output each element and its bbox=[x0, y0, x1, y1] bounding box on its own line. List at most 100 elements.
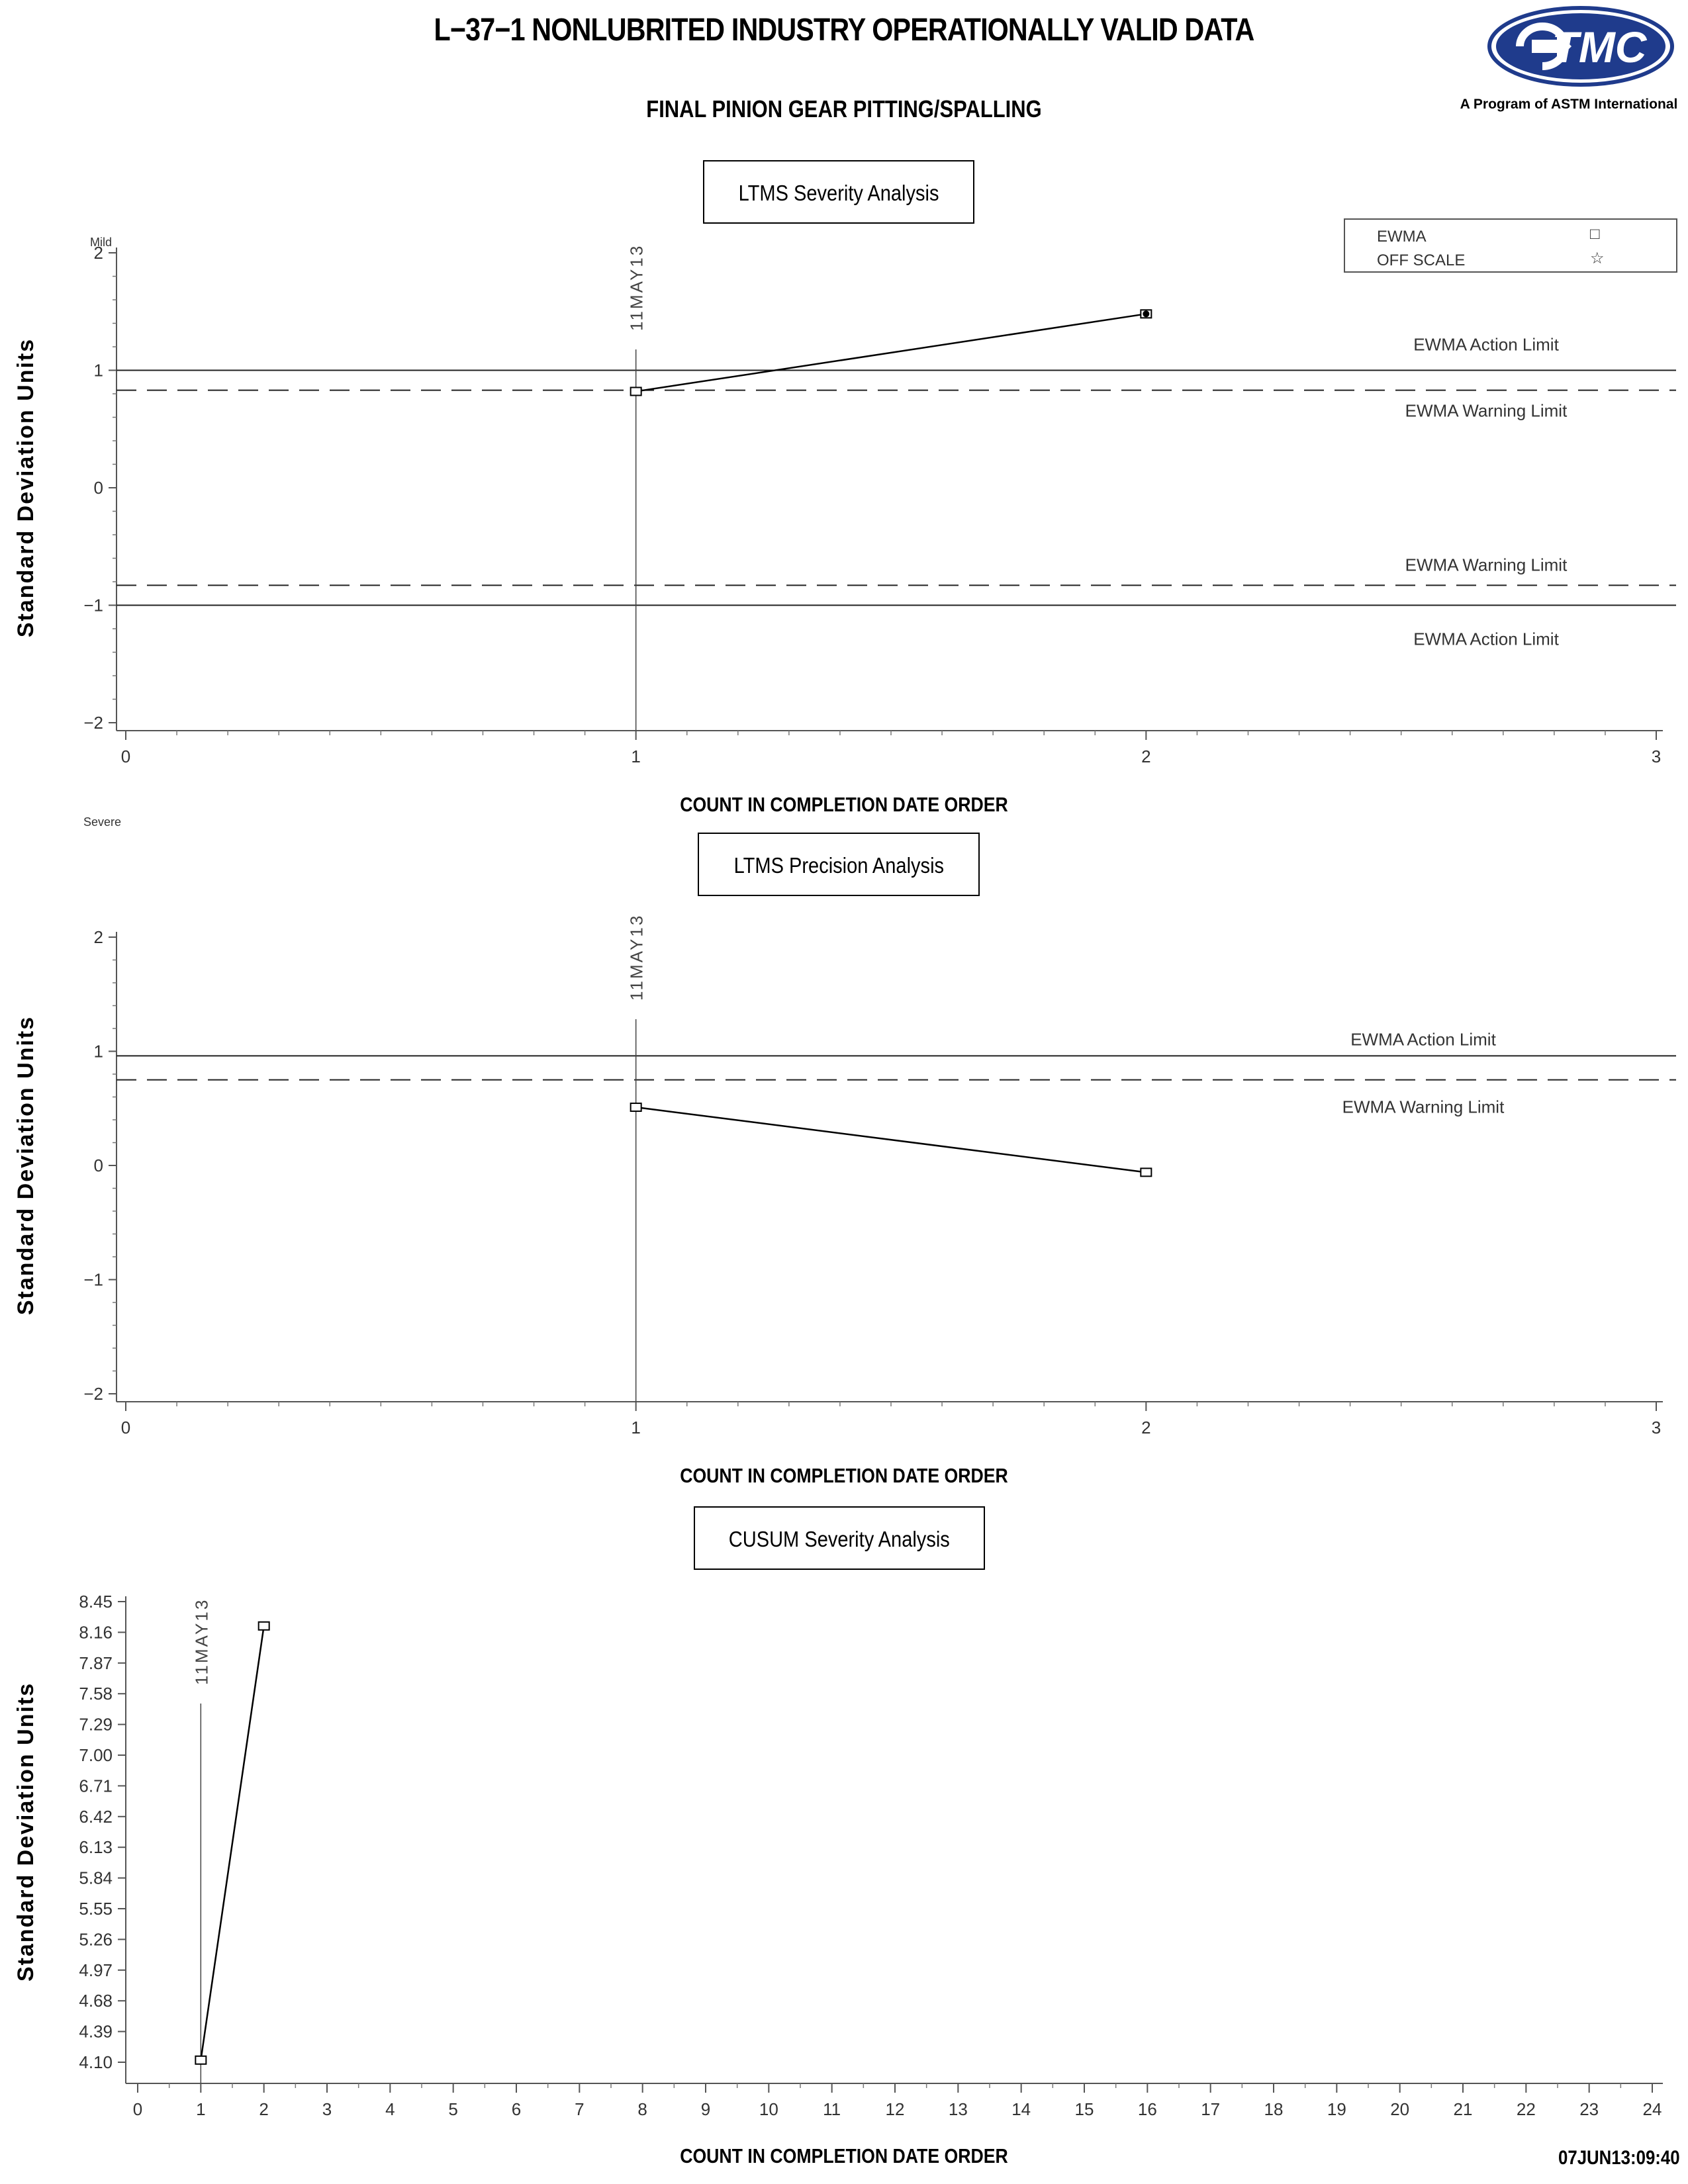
legend-label-offscale: OFF SCALE bbox=[1377, 251, 1466, 269]
y-tick-label: 8.45 bbox=[79, 1592, 113, 1612]
x-tick-label: 2 bbox=[1141, 1418, 1150, 1437]
x-tick-label: 8 bbox=[637, 2099, 647, 2119]
y-tick-label: 7.29 bbox=[79, 1715, 113, 1735]
y-tick-label: 6.13 bbox=[79, 1837, 113, 1857]
y-tick-label: 2 bbox=[94, 243, 103, 263]
y-tick-label: 5.26 bbox=[79, 1929, 113, 1949]
y-tick-label: 6.71 bbox=[79, 1776, 113, 1796]
reference-line-label: EWMA Warning Limit bbox=[1405, 555, 1568, 574]
x-tick-label: 10 bbox=[759, 2099, 778, 2119]
y-tick-label: 6.42 bbox=[79, 1807, 113, 1827]
mild-label: Mild bbox=[90, 236, 113, 249]
y-tick-label: 4.10 bbox=[79, 2052, 113, 2072]
y-tick-label: 0 bbox=[94, 1156, 103, 1175]
data-point bbox=[630, 387, 642, 396]
chart-1: 2 1 0 −1 −2 0 1 2 3 COUNT IN COMPLETION DATE ORDE… bbox=[13, 243, 1676, 817]
x-tick-label: 3 bbox=[1652, 1418, 1661, 1437]
y-tick-label: 1 bbox=[94, 361, 103, 381]
y-tick-label: 7.00 bbox=[79, 1745, 113, 1765]
reference-line-label: EWMA Action Limit bbox=[1413, 335, 1559, 355]
data-point bbox=[630, 1103, 642, 1113]
x-axis-label: COUNT IN COMPLETION DATE ORDER bbox=[680, 1465, 1008, 1487]
chart-2: 2 1 0 −1 −2 0 1 2 3 COUNT IN COMPLETION DATE ORDE… bbox=[13, 914, 1676, 1488]
x-axis-label: COUNT IN COMPLETION DATE ORDER bbox=[680, 794, 1008, 816]
y-tick-label: 2 bbox=[94, 927, 103, 947]
x-tick-label: 7 bbox=[575, 2099, 584, 2119]
x-tick-label: 24 bbox=[1643, 2099, 1662, 2119]
x-tick-label: 0 bbox=[133, 2099, 142, 2119]
y-tick-label: 8.16 bbox=[79, 1622, 113, 1642]
x-tick-label: 1 bbox=[631, 747, 640, 766]
series-line bbox=[635, 1106, 1147, 1173]
reference-line-label: EWMA Action Limit bbox=[1350, 1029, 1496, 1049]
y-tick-label: 4.39 bbox=[79, 2022, 113, 2042]
chart-title-ltms-severity: LTMS Severity Analysis bbox=[703, 160, 974, 224]
x-tick-label: 22 bbox=[1517, 2099, 1536, 2119]
data-point-fill bbox=[1143, 310, 1150, 318]
x-tick-label: 18 bbox=[1264, 2099, 1284, 2119]
legend-label-ewma: EWMA bbox=[1377, 228, 1427, 246]
data-point bbox=[1140, 1167, 1152, 1177]
x-tick-label: 14 bbox=[1011, 2099, 1031, 2119]
x-tick-label: 13 bbox=[949, 2099, 968, 2119]
x-tick-label: 17 bbox=[1201, 2099, 1220, 2119]
x-tick-label: 21 bbox=[1454, 2099, 1473, 2119]
x-tick-label: 5 bbox=[448, 2099, 457, 2119]
y-tick-label: 4.68 bbox=[79, 1991, 113, 2011]
reference-line-label: EWMA Warning Limit bbox=[1342, 1097, 1505, 1117]
data-point bbox=[258, 1621, 270, 1631]
timestamp: 07JUN13:09:40 bbox=[1558, 2147, 1680, 2169]
y-axis-label: Standard Deviation Units bbox=[13, 1016, 38, 1315]
x-tick-label: 0 bbox=[121, 1418, 130, 1437]
legend-square-icon: □ bbox=[1590, 225, 1600, 243]
severe-label: Severe bbox=[83, 815, 122, 829]
x-tick-label: 23 bbox=[1579, 2099, 1599, 2119]
x-tick-label: 6 bbox=[512, 2099, 521, 2119]
y-tick-label: −1 bbox=[83, 596, 103, 615]
x-tick-label: 3 bbox=[1652, 747, 1661, 766]
page-subtitle: FINAL PINION GEAR PITTING/SPALLING bbox=[646, 95, 1042, 122]
chart-3: 8.45 8.16 7.87 7.58 7.29 7.00 6.71 6.42 6.13 5.84… bbox=[13, 1592, 1663, 2168]
y-tick-label: 7.58 bbox=[79, 1684, 113, 1704]
y-tick-label: −1 bbox=[83, 1270, 103, 1290]
x-tick-label: 16 bbox=[1138, 2099, 1157, 2119]
x-tick-label: 4 bbox=[385, 2099, 395, 2119]
legend: EWMA □ OFF SCALE ☆ bbox=[1344, 218, 1677, 273]
y-tick-label: 5.55 bbox=[79, 1899, 113, 1919]
y-tick-label: −2 bbox=[83, 713, 103, 733]
y-axis-label: Standard Deviation Units bbox=[13, 338, 38, 637]
legend-star-icon: ☆ bbox=[1590, 250, 1605, 267]
x-tick-label: 0 bbox=[121, 747, 130, 766]
x-tick-label: 15 bbox=[1075, 2099, 1094, 2119]
x-tick-label: 19 bbox=[1327, 2099, 1346, 2119]
annotation-label: 11MAY13 bbox=[627, 244, 647, 331]
y-axis-label: Standard Deviation Units bbox=[13, 1682, 38, 1981]
data-point bbox=[195, 2055, 207, 2065]
page-title: L−37−1 NONLUBRITED INDUSTRY OPERATIONALL… bbox=[434, 13, 1255, 48]
y-tick-label: 0 bbox=[94, 478, 103, 498]
logo-text: TMC bbox=[1552, 23, 1648, 71]
logo-caption: A Program of ASTM International bbox=[1460, 97, 1678, 112]
x-tick-label: 3 bbox=[322, 2099, 332, 2119]
series-line bbox=[200, 1625, 265, 2060]
x-tick-label: 9 bbox=[701, 2099, 710, 2119]
y-tick-label: 7.87 bbox=[79, 1653, 113, 1673]
x-tick-label: 11 bbox=[823, 2099, 841, 2119]
x-tick-label: 12 bbox=[886, 2099, 905, 2119]
tmc-logo: TMC bbox=[1487, 6, 1674, 87]
x-tick-label: 20 bbox=[1390, 2099, 1409, 2119]
annotation-label: 11MAY13 bbox=[191, 1598, 211, 1685]
x-tick-label: 2 bbox=[1141, 747, 1150, 766]
series-line bbox=[635, 313, 1147, 392]
x-tick-label: 1 bbox=[196, 2099, 205, 2119]
annotation-label: 11MAY13 bbox=[627, 914, 647, 1001]
chart-title-cusum-severity: CUSUM Severity Analysis bbox=[694, 1506, 985, 1570]
chart-title-ltms-precision: LTMS Precision Analysis bbox=[698, 833, 980, 896]
x-tick-label: 2 bbox=[259, 2099, 268, 2119]
y-tick-label: −2 bbox=[83, 1384, 103, 1404]
reference-line-label: EWMA Action Limit bbox=[1413, 629, 1559, 649]
reference-line-label: EWMA Warning Limit bbox=[1405, 401, 1568, 421]
y-tick-label: 4.97 bbox=[79, 1960, 113, 1980]
x-axis-label: COUNT IN COMPLETION DATE ORDER bbox=[680, 2145, 1008, 2167]
